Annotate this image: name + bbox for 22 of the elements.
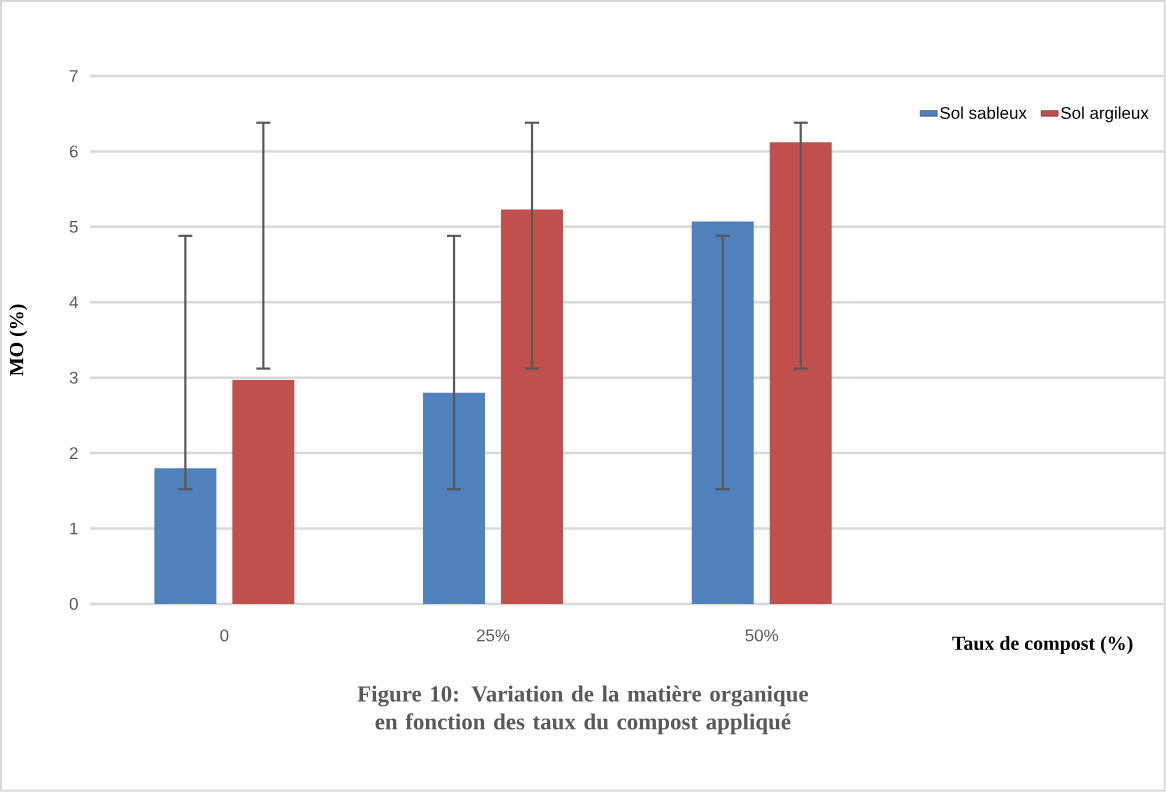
y-tick-label: 7 [69,70,78,82]
legend-label: Sol sableux [940,106,1027,120]
x-tick-label: 0 [220,629,229,642]
bar [691,221,754,604]
y-tick-label: 5 [69,220,78,233]
bar [501,209,564,604]
bar [769,142,832,604]
y-tick-label: 2 [69,447,78,460]
caption: Figure 10: Variation de la matière organique en fonction des taux du compost appliqué [357,685,809,735]
y-axis-title: MO (%) [9,304,28,376]
y-tick-label: 0 [69,597,78,610]
bar [423,392,486,604]
x-tick-label: 50% [745,629,779,642]
y-tick-label: 3 [69,371,78,384]
x-tick-label: 25% [476,629,510,642]
x-axis-title: Taux de compost (%) [952,636,1133,655]
y-tick-label: 1 [70,522,78,535]
bar [154,468,217,604]
y-tick-label: 4 [69,296,78,309]
y-tick-label: 6 [69,145,78,158]
legend-label: Sol argileux [1061,106,1149,123]
bar [232,379,295,604]
